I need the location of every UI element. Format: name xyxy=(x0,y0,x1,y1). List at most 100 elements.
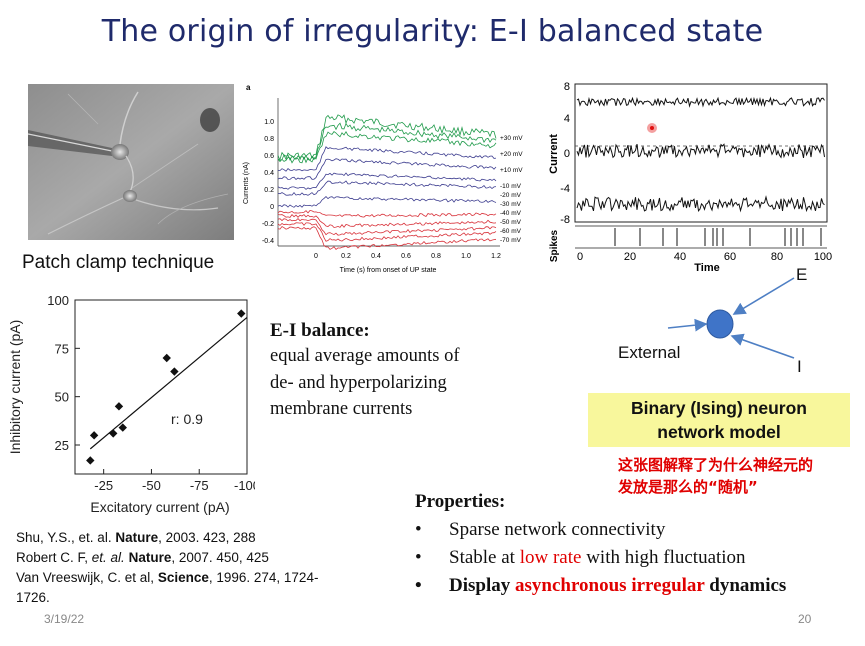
bullet: • xyxy=(415,519,422,540)
current-traces xyxy=(576,96,825,213)
property-item: • Display asynchronous irregular dynamics xyxy=(415,575,786,597)
current-spikes-figure: 8 4 0 -4 -8 Current Spikes 0 20 40 60 80… xyxy=(548,81,832,274)
property-highlight: asynchronous irregular xyxy=(515,575,705,596)
slide-title: The origin of irregularity: E-I balanced… xyxy=(101,14,764,49)
y-axis-label: Inhibitory current (pA) xyxy=(7,320,23,455)
current-trace xyxy=(277,196,497,208)
ei-balance-line: membrane currents xyxy=(270,399,413,419)
ei-balance-title: E-I balance: xyxy=(270,320,370,341)
x-tick: 0.6 xyxy=(401,253,411,260)
trace-label: -20 mV xyxy=(500,192,522,199)
properties-title: Properties: xyxy=(415,491,506,512)
y-tick: -0.2 xyxy=(262,221,274,228)
current-trace xyxy=(277,210,497,218)
x-tick: 20 xyxy=(624,251,636,263)
x-tick: 60 xyxy=(724,251,736,263)
x-tick-label: -25 xyxy=(94,478,113,493)
x-tick-label: -50 xyxy=(142,478,161,493)
property-item: • Stable at low rate with high fluctuatio… xyxy=(415,547,746,569)
x-tick: 1.0 xyxy=(461,253,471,260)
current-trace xyxy=(277,146,497,172)
x-ticks: 0 20 40 60 80 100 xyxy=(577,251,832,263)
current-trace xyxy=(277,213,497,228)
trace-label: -70 mV xyxy=(500,237,522,244)
x-axis-label: Excitatory current (pA) xyxy=(90,499,229,515)
x-tick: 0.2 xyxy=(341,253,351,260)
y-tick-label: 25 xyxy=(55,438,69,453)
y-tick: 0 xyxy=(564,148,570,160)
x-tick: 80 xyxy=(771,251,783,263)
current-trace xyxy=(277,180,497,196)
data-point xyxy=(118,423,127,432)
x-tick: 1.2 xyxy=(491,253,501,260)
current-trace xyxy=(277,158,497,181)
y-tick: 0.4 xyxy=(264,170,274,177)
data-point xyxy=(86,456,95,465)
patch-clamp-caption: Patch clamp technique xyxy=(22,252,215,273)
arrow-external xyxy=(667,318,708,332)
model-box: Binary (Ising) neuron network model xyxy=(588,393,850,447)
chinese-note-line: 发放是那么的“随机” xyxy=(618,478,758,496)
label-i: I xyxy=(797,357,802,376)
current-trace xyxy=(576,195,825,213)
data-point xyxy=(89,431,99,440)
correlation-annotation: r: 0.9 xyxy=(171,411,203,427)
reference: Van Vreeswijk, C. et al, Science, 1996. … xyxy=(16,570,319,585)
label-external: External xyxy=(618,343,680,362)
model-box-line: network model xyxy=(657,422,781,442)
y-tick-label: 100 xyxy=(47,293,69,308)
y-ticks: 1.0 0.8 0.6 0.4 0.2 0 -0.2 -0.4 xyxy=(262,119,274,245)
bullet: • xyxy=(415,575,422,596)
current-trace xyxy=(277,114,497,161)
property-item: • Sparse network connectivity xyxy=(415,519,665,541)
property-highlight: low rate xyxy=(519,547,582,568)
y-tick-label: 50 xyxy=(55,390,69,405)
x-tick: 40 xyxy=(674,251,686,263)
trace-label: +10 mV xyxy=(500,167,523,174)
reference: Shu, Y.S., et. al. Nature, 2003. 423, 28… xyxy=(16,530,256,545)
data-point xyxy=(162,353,171,363)
property-text: with high fluctuation xyxy=(581,547,746,568)
y-tick: 8 xyxy=(564,81,570,93)
currents-figure: a Currents (nA) 1.0 0.8 0.6 0.4 0.2 0 -0… xyxy=(243,83,523,274)
x-tick: 100 xyxy=(814,251,832,263)
y-tick: -8 xyxy=(560,214,570,226)
y-ticks: 8 4 0 -4 -8 xyxy=(560,81,570,226)
y-tick: 0.6 xyxy=(264,153,274,160)
reference-continuation: 1726. xyxy=(16,590,50,605)
spike-raster xyxy=(614,228,822,246)
reference: Robert C. F, et. al. Nature, 2007. 450, … xyxy=(16,550,269,565)
y-tick: -4 xyxy=(560,183,570,195)
current-traces xyxy=(277,114,497,250)
x-ticks: 0 0.2 0.4 0.6 0.8 1.0 1.2 xyxy=(314,253,501,260)
y-tick: 0.8 xyxy=(264,136,274,143)
y-tick: -0.4 xyxy=(262,238,274,245)
x-tick: 0 xyxy=(314,253,318,260)
x-tick-label: -100 xyxy=(234,478,255,493)
current-trace xyxy=(277,225,497,250)
y-tick: 4 xyxy=(564,113,570,125)
model-box-line: Binary (Ising) neuron xyxy=(631,398,807,418)
trace-label: +20 mV xyxy=(500,151,523,158)
trace-label: -50 mV xyxy=(500,219,522,226)
data-point xyxy=(170,367,179,376)
patch-clamp-photo xyxy=(28,84,234,240)
property-text: Display xyxy=(449,575,515,596)
property-text: Stable at xyxy=(449,547,520,568)
trace-labels: +30 mV +20 mV +10 mV -10 mV -20 mV -30 m… xyxy=(500,135,523,244)
bullet: • xyxy=(415,547,422,568)
current-trace xyxy=(277,122,497,161)
x-tick: 0.4 xyxy=(371,253,381,260)
chinese-note: 这张图解释了为什么神经元的 发放是那么的“随机” xyxy=(618,454,813,498)
property-text: Sparse network connectivity xyxy=(449,519,666,540)
current-trace xyxy=(576,96,825,108)
trace-label: +30 mV xyxy=(500,135,523,142)
chinese-note-line: 这张图解释了为什么神经元的 xyxy=(618,456,814,474)
data-point xyxy=(109,429,118,438)
data-point xyxy=(114,402,124,411)
y-axis-label: Current xyxy=(548,134,560,174)
neuron-node xyxy=(706,309,734,339)
x-tick: 0 xyxy=(577,251,583,263)
ei-balance-line: equal average amounts of xyxy=(270,346,460,366)
trace-label: -30 mV xyxy=(500,201,522,208)
